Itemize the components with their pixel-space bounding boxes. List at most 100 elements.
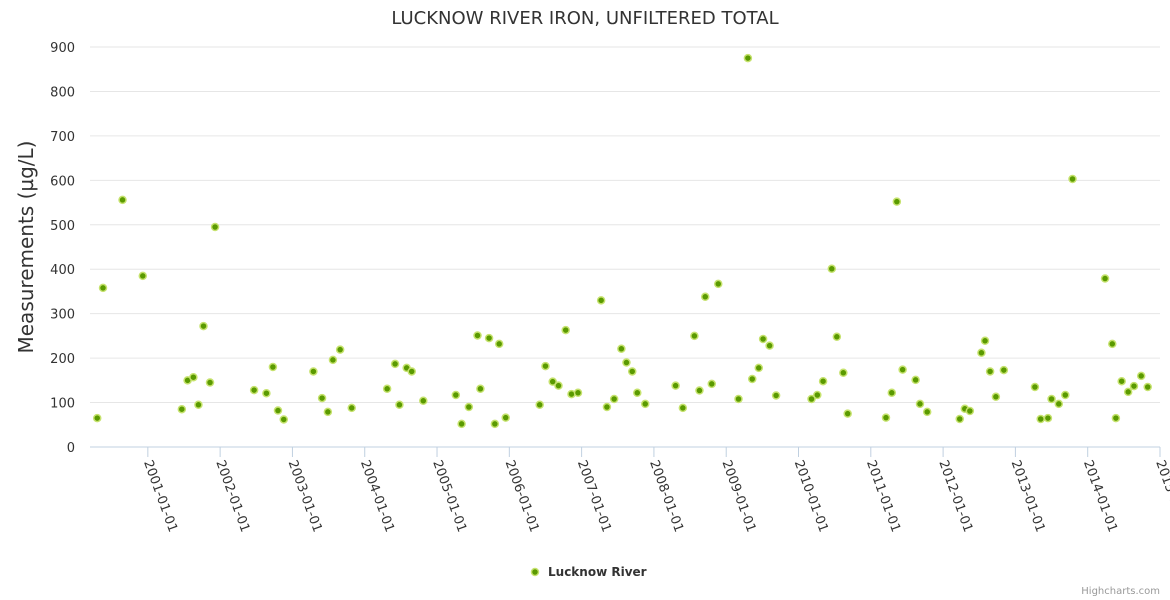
credits-link[interactable]: Highcharts.com — [1081, 586, 1160, 597]
data-point[interactable] — [922, 407, 932, 417]
data-point[interactable] — [955, 414, 964, 424]
data-point[interactable] — [484, 333, 494, 343]
data-point[interactable] — [1061, 390, 1070, 400]
data-point[interactable] — [464, 402, 474, 412]
data-point[interactable] — [807, 394, 816, 404]
data-point[interactable] — [554, 381, 563, 390]
data-point[interactable] — [309, 367, 318, 376]
data-point[interactable] — [476, 384, 485, 394]
data-point[interactable] — [573, 388, 583, 398]
data-point[interactable] — [210, 222, 220, 232]
data-point[interactable] — [1043, 413, 1053, 423]
data-point[interactable] — [382, 384, 392, 394]
data-point[interactable] — [494, 339, 504, 349]
data-point[interactable] — [839, 368, 848, 378]
data-point[interactable] — [911, 375, 920, 385]
series-lucknow-river[interactable] — [92, 53, 1152, 429]
data-point[interactable] — [457, 419, 466, 429]
data-point[interactable] — [827, 264, 837, 274]
data-point[interactable] — [347, 403, 356, 413]
data-point[interactable] — [205, 378, 215, 387]
data-point[interactable] — [548, 377, 557, 386]
data-point[interactable] — [262, 388, 271, 398]
data-point[interactable] — [118, 195, 127, 205]
data-point[interactable] — [898, 365, 907, 374]
data-point[interactable] — [609, 394, 619, 404]
data-point[interactable] — [999, 365, 1009, 375]
data-point[interactable] — [194, 400, 203, 410]
data-point[interactable] — [743, 53, 753, 63]
data-point[interactable] — [1100, 274, 1110, 283]
data-point[interactable] — [561, 325, 570, 335]
legend[interactable]: Lucknow River — [530, 565, 647, 579]
data-point[interactable] — [323, 407, 333, 417]
data-point[interactable] — [596, 296, 606, 305]
data-point[interactable] — [617, 344, 626, 354]
data-point[interactable] — [451, 390, 461, 400]
data-point[interactable] — [671, 381, 680, 390]
data-point[interactable] — [1047, 394, 1056, 404]
data-point[interactable] — [541, 361, 550, 371]
data-point[interactable] — [335, 345, 345, 354]
data-point[interactable] — [640, 399, 650, 409]
data-point[interactable] — [1036, 414, 1045, 424]
data-point[interactable] — [490, 419, 500, 429]
data-point[interactable] — [473, 331, 482, 340]
data-point[interactable] — [832, 332, 842, 342]
data-point[interactable] — [633, 388, 642, 398]
data-point[interactable] — [695, 386, 704, 395]
data-point[interactable] — [501, 413, 510, 422]
data-point[interactable] — [1068, 174, 1077, 184]
data-point[interactable] — [1129, 381, 1139, 391]
data-point[interactable] — [189, 372, 198, 382]
data-point[interactable] — [818, 376, 828, 386]
data-point[interactable] — [887, 388, 897, 398]
data-point[interactable] — [328, 355, 338, 365]
data-point[interactable] — [395, 400, 404, 410]
data-point[interactable] — [622, 358, 631, 367]
data-point[interactable] — [273, 406, 283, 415]
data-point[interactable] — [535, 400, 544, 410]
data-point[interactable] — [390, 359, 400, 369]
data-point[interactable] — [92, 413, 102, 423]
data-point[interactable] — [279, 415, 289, 424]
data-point[interactable] — [765, 341, 774, 350]
data-point[interactable] — [985, 367, 995, 376]
data-point[interactable] — [701, 292, 710, 302]
data-point[interactable] — [1030, 382, 1040, 392]
data-point[interactable] — [915, 399, 925, 409]
data-point[interactable] — [268, 362, 278, 372]
data-point[interactable] — [627, 367, 637, 376]
data-point[interactable] — [843, 409, 852, 418]
data-point[interactable] — [747, 374, 757, 384]
data-point[interactable] — [991, 392, 1001, 402]
data-point[interactable] — [813, 390, 822, 400]
data-point[interactable] — [1108, 339, 1117, 349]
data-point[interactable] — [758, 334, 768, 344]
data-point[interactable] — [1054, 399, 1064, 409]
data-point[interactable] — [965, 406, 975, 416]
data-point[interactable] — [754, 363, 763, 373]
data-point[interactable] — [249, 385, 259, 395]
data-point[interactable] — [138, 271, 148, 281]
data-point[interactable] — [690, 331, 699, 341]
data-point[interactable] — [977, 348, 986, 358]
data-point[interactable] — [1117, 376, 1126, 386]
data-point[interactable] — [199, 321, 208, 331]
legend-label[interactable]: Lucknow River — [548, 565, 647, 579]
data-point[interactable] — [419, 396, 428, 406]
data-point[interactable] — [892, 197, 902, 206]
data-point[interactable] — [881, 413, 891, 422]
data-point[interactable] — [1136, 371, 1146, 381]
data-point[interactable] — [602, 402, 612, 412]
data-point[interactable] — [980, 336, 990, 346]
data-point[interactable] — [1123, 387, 1133, 397]
data-point[interactable] — [714, 279, 723, 289]
data-point[interactable] — [407, 367, 416, 376]
data-point[interactable] — [707, 379, 717, 389]
data-point[interactable] — [177, 404, 187, 414]
legend-marker[interactable] — [530, 567, 540, 577]
data-point[interactable] — [734, 394, 743, 404]
data-point[interactable] — [98, 283, 108, 293]
data-point[interactable] — [1143, 382, 1152, 392]
